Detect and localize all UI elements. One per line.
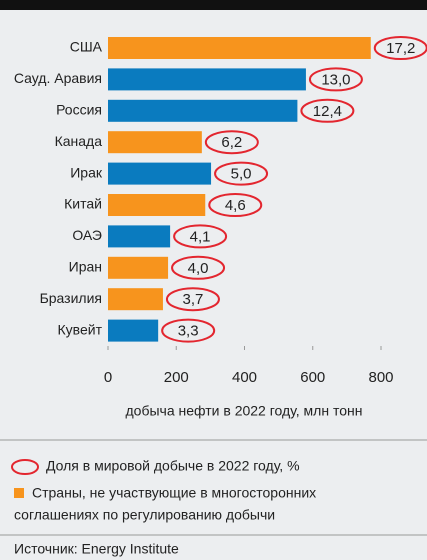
share-label: 12,4 [313, 103, 342, 120]
share-label: 13,0 [321, 71, 350, 88]
share-label: 17,2 [386, 40, 415, 57]
y-tick-label: Россия [56, 102, 102, 118]
y-tick-label: Сауд. Аравия [14, 70, 102, 86]
share-ellipse [161, 318, 216, 343]
share-ellipse [171, 255, 226, 280]
y-tick-label: Бразилия [40, 290, 102, 306]
bar [108, 288, 163, 311]
x-tick-label: 800 [368, 369, 393, 386]
share-ellipse [165, 287, 220, 312]
y-tick-label: Канада [55, 133, 103, 149]
share-label: 4,6 [225, 197, 246, 214]
bar [108, 194, 206, 216]
bar [108, 162, 212, 185]
y-tick-label: Ирак [70, 164, 103, 180]
share-label: 3,3 [178, 323, 199, 340]
share-label: 4,0 [188, 260, 209, 277]
bar [108, 37, 371, 59]
x-tick-label: 600 [300, 369, 325, 386]
share-label: 5,0 [231, 166, 252, 183]
bar [108, 99, 298, 122]
share-ellipse [308, 67, 363, 92]
share-ellipse [300, 98, 355, 123]
bar [108, 319, 159, 342]
share-ellipse [208, 193, 263, 217]
share-label: 3,7 [183, 291, 204, 308]
x-tick-label: 200 [164, 369, 189, 386]
bar [108, 225, 171, 248]
bar [108, 131, 202, 154]
legend-text: Доля в мировой добыче в 2022 году, % [46, 458, 300, 474]
legend-ellipse [11, 459, 39, 475]
y-tick-label: Китай [64, 196, 102, 212]
legend-text: Страны, не участвующие в многосторонних [32, 485, 316, 501]
legend-square [14, 488, 24, 498]
x-tick-label: 400 [232, 369, 257, 386]
share-label: 4,1 [190, 228, 211, 245]
x-tick-label: 0 [104, 369, 112, 386]
legend-text: соглашениях по регулированию добычи [14, 507, 275, 523]
share-ellipse [173, 224, 228, 249]
top-strip [0, 0, 427, 10]
bar [108, 68, 306, 91]
y-tick-label: США [70, 39, 103, 55]
y-tick-label: Кувейт [58, 321, 103, 337]
x-axis-title: добыча нефти в 2022 году, млн тонн [126, 403, 363, 419]
y-tick-label: ОАЭ [72, 227, 102, 243]
y-tick-label: Иран [69, 259, 102, 275]
share-ellipse [214, 161, 269, 186]
source: Источник: Energy Institute [14, 541, 179, 557]
bar [108, 256, 169, 279]
share-ellipse [204, 130, 259, 155]
share-label: 6,2 [221, 134, 242, 151]
